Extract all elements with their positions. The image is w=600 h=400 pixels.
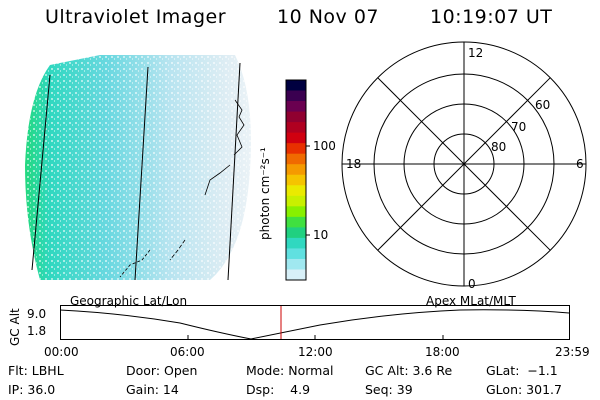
colorbar-tick-10: 10	[313, 228, 329, 242]
colorbar-cell	[286, 258, 306, 270]
mlt-label-6: 6	[576, 157, 584, 171]
colorbar-cell	[286, 227, 306, 239]
colorbar-cell	[286, 90, 306, 102]
colorbar-tick-100: 100	[313, 139, 336, 153]
aurora-image	[25, 55, 251, 281]
colorbar-cell	[286, 195, 306, 207]
glon-status: GLon: 301.7	[486, 382, 562, 397]
gain-status: Gain: 14	[126, 382, 179, 397]
colorbar-cell	[286, 132, 306, 144]
polar-grid	[341, 41, 587, 287]
x-tick-1200: 12:00	[298, 345, 333, 359]
colorbar-cell	[286, 269, 306, 281]
colorbar-cell	[286, 174, 306, 186]
colorbar-cell	[286, 101, 306, 113]
colorbar-cell	[286, 206, 306, 218]
colorbar-cell	[286, 248, 306, 260]
mlt-label-0: 0	[468, 277, 476, 291]
colorbar-label: photon cm⁻²s⁻¹	[258, 147, 272, 240]
mode-status: Mode: Normal	[246, 363, 334, 378]
colorbar-cell	[286, 216, 306, 228]
timeline-y-tick-1-8: 1.8	[27, 324, 47, 338]
apex-title: Apex MLat/MLT	[426, 294, 516, 308]
time-label: 10:19:07 UT	[430, 6, 553, 28]
geographic-title: Geographic Lat/Lon	[70, 294, 188, 308]
mlt-label-12: 12	[468, 46, 484, 60]
x-tick-0600: 06:00	[170, 345, 205, 359]
instrument-title: Ultraviolet Imager	[45, 6, 227, 28]
x-tick-1800: 18:00	[425, 345, 460, 359]
colorbar-cell	[286, 143, 306, 155]
lat-label-80: 80	[491, 140, 507, 154]
door-status: Door: Open	[126, 363, 198, 378]
x-tick-2359: 23:59	[555, 345, 590, 359]
colorbar-cell	[286, 237, 306, 249]
timeline-y-axis-label: GC Alt	[8, 308, 22, 346]
ip-status: IP: 36.0	[8, 382, 56, 397]
filter-status: Flt: LBHL	[8, 363, 64, 378]
colorbar-cell	[286, 185, 306, 197]
mlt-label-18: 18	[346, 157, 362, 171]
date-label: 10 Nov 07	[277, 6, 380, 28]
lat-label-60: 60	[535, 98, 551, 112]
x-tick-0000: 00:00	[44, 345, 79, 359]
colorbar-cell	[286, 164, 306, 176]
colorbar	[285, 79, 310, 281]
glat-status: GLat: −1.1	[486, 363, 558, 378]
gc-alt-status: GC Alt: 3.6 Re	[365, 363, 453, 378]
seq-status: Seq: 39	[365, 382, 413, 397]
dsp-status: Dsp: 4.9	[246, 382, 311, 397]
colorbar-cell	[286, 111, 306, 123]
colorbar-cell	[286, 122, 306, 134]
colorbar-cell	[286, 80, 306, 92]
colorbar-cell	[286, 153, 306, 165]
timeline-y-tick-9: 9.0	[27, 307, 47, 321]
timeline-plot	[60, 305, 570, 340]
lat-label-70: 70	[511, 120, 527, 134]
